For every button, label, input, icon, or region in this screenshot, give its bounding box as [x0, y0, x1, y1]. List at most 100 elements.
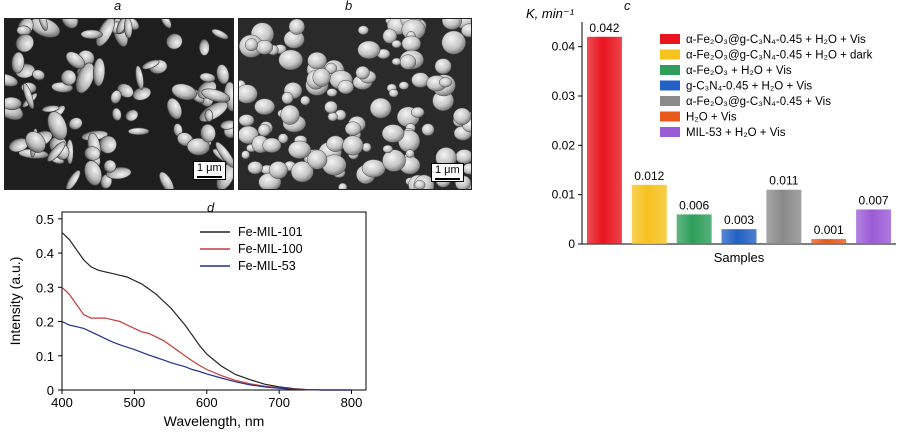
bar — [856, 209, 892, 244]
sem-particle — [60, 69, 77, 86]
panel-b-label: b — [345, 0, 353, 13]
sem-particle — [84, 146, 101, 161]
sem-particle — [268, 161, 288, 179]
sem-particle — [381, 124, 405, 143]
sem-particle — [160, 19, 172, 29]
bar-value-label: 0.001 — [814, 223, 844, 237]
sem-particle — [61, 19, 79, 29]
bar-value-label: 0.011 — [769, 174, 798, 188]
sem-particle — [216, 64, 230, 85]
sem-particle — [103, 159, 117, 173]
sem-particle — [262, 137, 282, 153]
sem-particle — [247, 161, 263, 175]
plot-frame — [61, 211, 367, 391]
sem-image-a: 1 μm — [4, 18, 234, 190]
scale-bar-a-line — [197, 176, 222, 178]
sem-particle — [355, 65, 370, 80]
sem-particle — [357, 40, 381, 59]
sem-particle — [391, 39, 402, 49]
line-chart-d: 400 500 600 700 800 0 0.1 0.2 0.3 0.4 0.5 Wavelengt… — [7, 211, 367, 429]
legend-label: α-Fe₂O₃ + H₂O + Vis — [686, 65, 792, 77]
x-tick-label: 700 — [268, 395, 290, 410]
sem-particle — [241, 150, 250, 160]
scale-bar-a: 1 μm — [193, 161, 226, 180]
sem-particle — [357, 25, 369, 35]
bar — [631, 184, 667, 244]
sem-particle — [312, 68, 331, 87]
y-axis-label: Intensity (a.u.) — [7, 257, 23, 346]
sem-particle — [171, 83, 197, 101]
y-tick-label: 0.02 — [552, 138, 576, 152]
scale-bar-b-label: 1 μm — [435, 164, 460, 176]
sem-particle — [186, 137, 210, 156]
sem-particle — [344, 121, 362, 136]
sem-particle — [388, 88, 399, 98]
y-axis-label: K, min⁻¹ — [526, 6, 575, 21]
sem-image-b: 1 μm — [238, 18, 472, 190]
y-tick-label: 0 — [47, 383, 54, 398]
sem-particle — [200, 124, 216, 143]
legend-swatch — [660, 49, 680, 60]
sem-particle — [111, 107, 122, 121]
sem-particle — [441, 19, 463, 30]
bar — [676, 214, 712, 244]
y-tick-label: 0.1 — [36, 349, 54, 364]
sem-particle — [300, 95, 311, 106]
sem-particle — [441, 30, 466, 55]
sem-particle — [438, 77, 453, 88]
sem-particle — [414, 179, 426, 189]
sem-particle — [22, 83, 35, 110]
series-line — [61, 320, 352, 391]
sem-particle — [159, 171, 175, 189]
sem-particle — [125, 109, 139, 122]
y-tick-label: 0.4 — [36, 246, 54, 261]
legend-label: MIL-53 + H₂O + Vis — [686, 127, 786, 139]
sem-particle — [401, 35, 421, 52]
sem-particle — [135, 65, 144, 90]
sem-particle — [434, 58, 452, 75]
sem-particle — [327, 112, 338, 122]
legend-label: α-Fe₂O₃@g-C₃N₄-0.45 + H₂O + Vis — [686, 34, 866, 46]
sem-texture-b — [239, 19, 471, 189]
sem-particle — [239, 114, 255, 127]
sem-particle — [47, 141, 66, 162]
sem-particle — [399, 54, 417, 70]
x-tick-label: 600 — [196, 395, 218, 410]
sem-particle — [68, 117, 83, 130]
sem-particle — [337, 79, 354, 95]
bar-value-label: 0.042 — [589, 21, 619, 35]
x-tick-label: 500 — [124, 395, 146, 410]
sem-particle — [239, 84, 258, 104]
sem-particle — [166, 97, 183, 120]
sem-particle — [37, 19, 48, 31]
x-axis-label: Wavelength, nm — [164, 413, 265, 429]
sem-particle — [461, 23, 471, 38]
bar-value-label: 0.007 — [859, 193, 889, 207]
y-tick-label: 0.2 — [36, 315, 54, 330]
sem-particle — [92, 57, 106, 87]
sem-particle — [215, 141, 233, 168]
bar — [721, 229, 757, 244]
sem-particle — [98, 135, 117, 154]
legend-label: Fe-MIL-101 — [238, 225, 303, 239]
y-tick-label: 0.04 — [552, 40, 576, 54]
scale-bar-a-label: 1 μm — [197, 162, 222, 174]
bar — [811, 239, 847, 244]
sem-particle — [166, 33, 183, 50]
legend-swatch — [660, 80, 680, 91]
sem-particle — [324, 100, 338, 114]
bar-value-label: 0.012 — [634, 169, 664, 183]
panel-a-label: a — [114, 0, 122, 13]
sem-particle — [369, 97, 392, 119]
legend-swatch — [660, 65, 680, 75]
sem-particle — [25, 131, 46, 153]
sem-texture-a — [5, 19, 233, 189]
sem-particle — [65, 51, 86, 69]
sem-particle — [84, 160, 102, 186]
sem-particle — [15, 33, 35, 53]
sem-particle — [5, 73, 19, 87]
series-line — [61, 232, 352, 391]
legend-label: α-Fe₂O₃@g-C₃N₄-0.45 + Vis — [686, 96, 831, 108]
sem-particle — [204, 109, 214, 122]
sem-particle — [201, 88, 231, 103]
